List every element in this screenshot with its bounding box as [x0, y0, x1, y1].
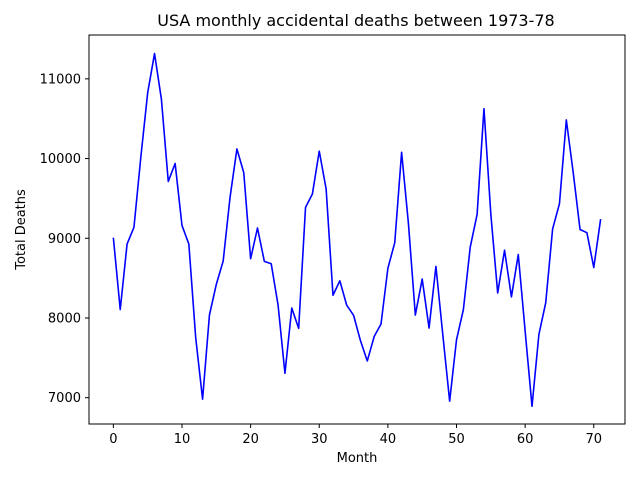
x-tick-label: 30 — [311, 432, 328, 447]
x-axis-label: Month — [337, 451, 378, 466]
x-tick-label: 20 — [242, 432, 259, 447]
chart-title: USA monthly accidental deaths between 19… — [157, 11, 554, 30]
y-tick-label: 11000 — [40, 72, 81, 87]
y-tick-label: 7000 — [48, 391, 81, 406]
x-tick-label: 40 — [380, 432, 397, 447]
y-tick-label: 8000 — [48, 311, 81, 326]
y-tick-label: 9000 — [48, 232, 81, 247]
y-axis-label: Total Deaths — [14, 189, 29, 271]
y-tick-label: 10000 — [40, 152, 81, 167]
series-line-0 — [112, 52, 602, 408]
x-tick-label: 0 — [109, 432, 117, 447]
x-tick-label: 60 — [517, 432, 534, 447]
x-tick-label: 70 — [585, 432, 602, 447]
plot-frame — [88, 34, 626, 425]
x-tick-label: 50 — [448, 432, 465, 447]
x-tick-label: 10 — [174, 432, 191, 447]
